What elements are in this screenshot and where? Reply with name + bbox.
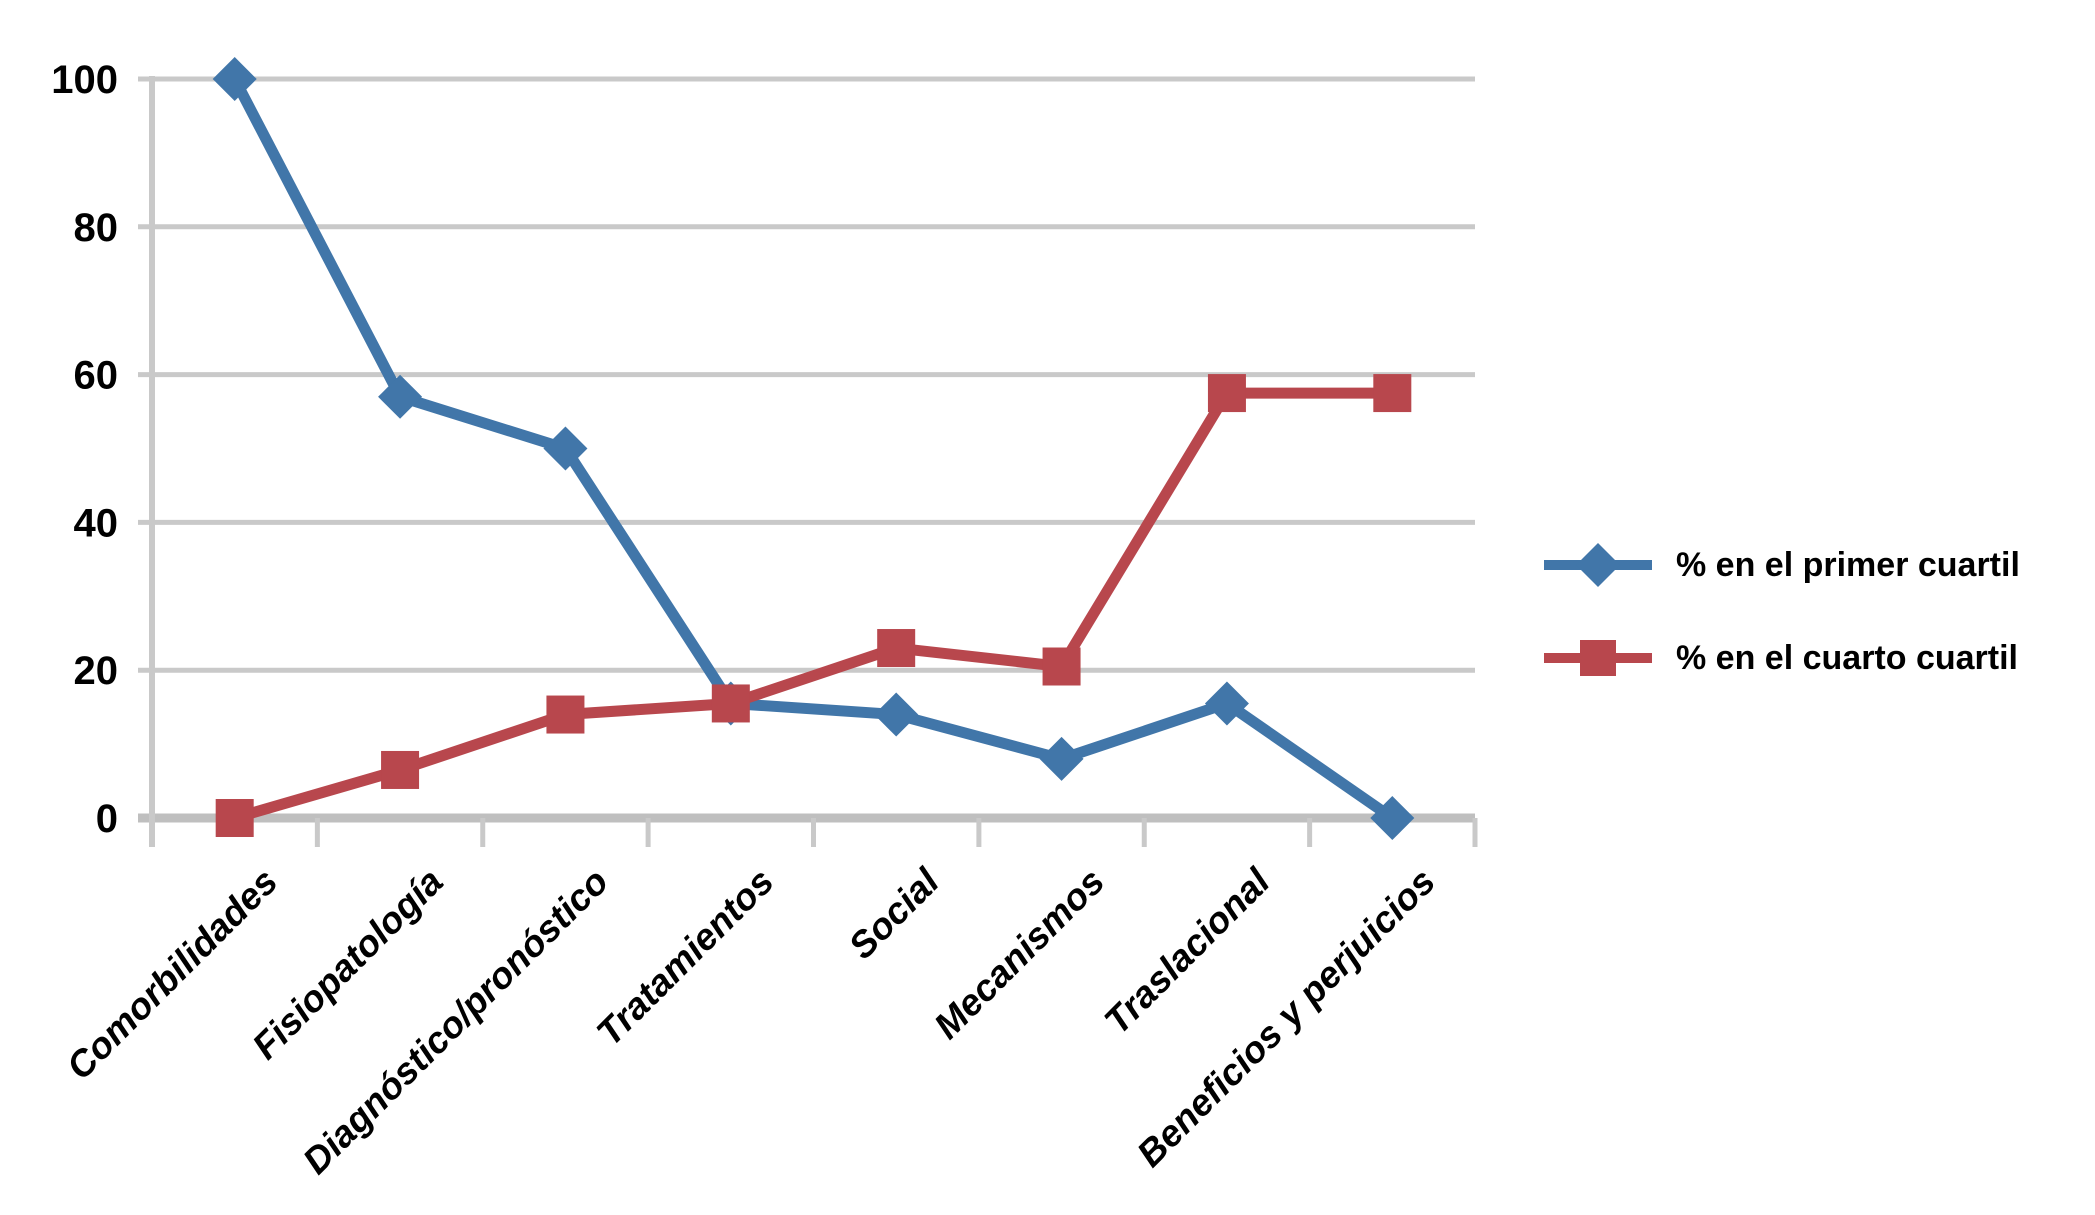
y-tick-label: 80 bbox=[74, 206, 119, 250]
data-point-square bbox=[546, 695, 585, 734]
legend-item-primer-cuartil: % en el primer cuartil bbox=[1542, 533, 2020, 597]
data-point-square bbox=[711, 684, 750, 723]
x-axis-category-labels: ComorbilidadesFisiopatologíaDiagnóstico/… bbox=[59, 860, 1443, 1182]
series-square bbox=[215, 374, 1412, 837]
data-point-diamond bbox=[212, 57, 257, 101]
legend-item-cuarto-cuartil: % en el cuarto cuartil bbox=[1542, 626, 2020, 690]
category-label: Diagnóstico/pronóstico bbox=[295, 861, 616, 1182]
y-tick-label: 20 bbox=[74, 649, 119, 693]
category-label: Mecanismos bbox=[926, 861, 1112, 1047]
data-point-square bbox=[877, 629, 916, 668]
gridlines bbox=[138, 76, 1475, 673]
y-tick-label: 60 bbox=[74, 354, 119, 398]
data-point-diamond bbox=[874, 692, 919, 737]
category-label: Social bbox=[841, 860, 948, 967]
category-label: Tratamientos bbox=[589, 861, 782, 1054]
data-point-diamond bbox=[1039, 736, 1084, 781]
category-label: Beneficios y perjuicios bbox=[1129, 861, 1443, 1175]
data-point-square bbox=[1207, 374, 1246, 413]
data-point-diamond bbox=[1370, 796, 1415, 840]
category-label: Comorbilidades bbox=[59, 861, 286, 1088]
legend-diamond-marker-icon bbox=[1542, 533, 1654, 597]
series-diamond bbox=[212, 57, 1415, 840]
data-point-square bbox=[381, 750, 420, 789]
axes bbox=[138, 76, 1478, 847]
data-point-diamond bbox=[543, 426, 588, 471]
y-axis-tick-labels: 0 20 40 60 80 100 bbox=[51, 58, 118, 841]
chart-legend: % en el primer cuartil % en el cuarto cu… bbox=[1542, 533, 2020, 690]
data-point-square bbox=[1373, 374, 1412, 413]
category-label: Traslacional bbox=[1096, 860, 1278, 1042]
data-point-diamond bbox=[378, 374, 423, 419]
y-tick-label: 40 bbox=[74, 501, 119, 545]
y-tick-label: 0 bbox=[96, 797, 118, 841]
data-point-diamond bbox=[1204, 681, 1249, 726]
legend-square-marker-icon bbox=[1542, 626, 1654, 690]
data-point-square bbox=[1042, 647, 1081, 686]
y-tick-label: 100 bbox=[51, 58, 118, 102]
legend-label-primer-cuartil: % en el primer cuartil bbox=[1676, 545, 2020, 584]
data-point-square bbox=[215, 799, 254, 837]
legend-label-cuarto-cuartil: % en el cuarto cuartil bbox=[1676, 638, 2018, 677]
